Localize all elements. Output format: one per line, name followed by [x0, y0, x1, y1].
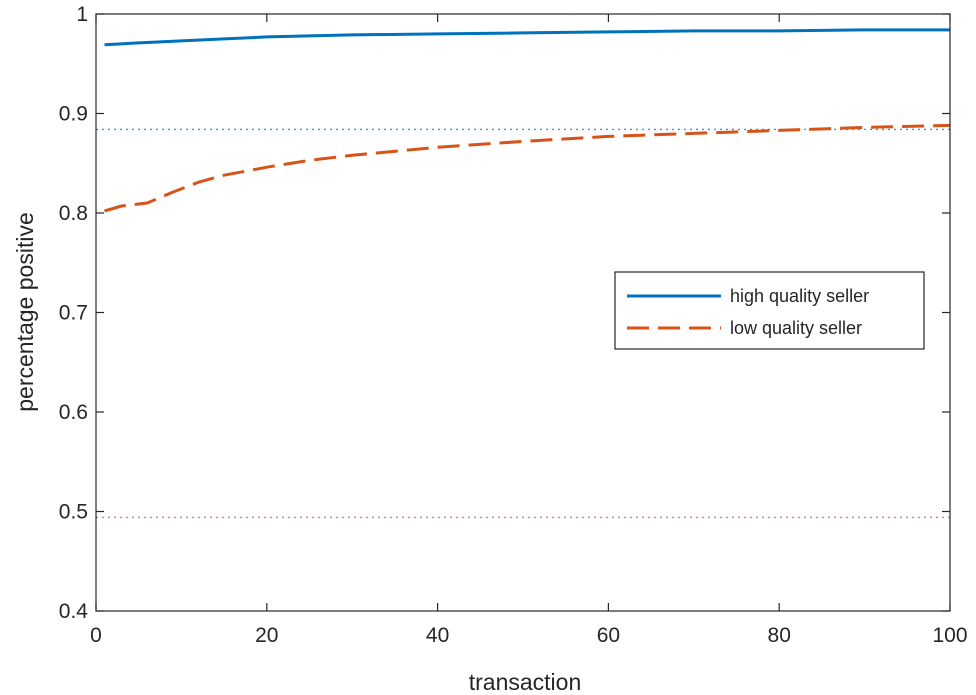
x-axis-label: transaction: [469, 669, 582, 695]
y-tick-label: 0.7: [59, 302, 88, 325]
y-tick-label: 0.8: [59, 202, 88, 225]
y-tick-label: 0.9: [59, 103, 88, 126]
reference-lines: [96, 128, 950, 519]
y-axis-label: percentage positive: [12, 212, 38, 411]
series-line-0: [104, 28, 950, 47]
y-tick-label: 1: [76, 3, 88, 26]
legend: high quality seller low quality seller: [614, 271, 925, 350]
legend-label-1: low quality seller: [730, 318, 862, 338]
x-tick-label: 100: [932, 624, 967, 647]
y-tick-label: 0.4: [59, 600, 89, 623]
legend-box: [614, 271, 925, 350]
y-tick-label: 0.6: [59, 401, 88, 424]
series-lines: [104, 28, 951, 213]
x-tick-label: 60: [597, 624, 620, 647]
x-tick-label: 80: [768, 624, 791, 647]
x-tick-label: 0: [90, 624, 102, 647]
x-tick-label: 20: [255, 624, 278, 647]
series-line-1: [104, 123, 951, 213]
ticks: 0 20 40 60 80 100 0.4 0.5 0.6 0.7 0.8 0.9 1: [59, 3, 968, 647]
legend-label-0: high quality seller: [730, 286, 869, 306]
x-tick-label: 40: [426, 624, 449, 647]
y-tick-label: 0.5: [59, 501, 88, 524]
